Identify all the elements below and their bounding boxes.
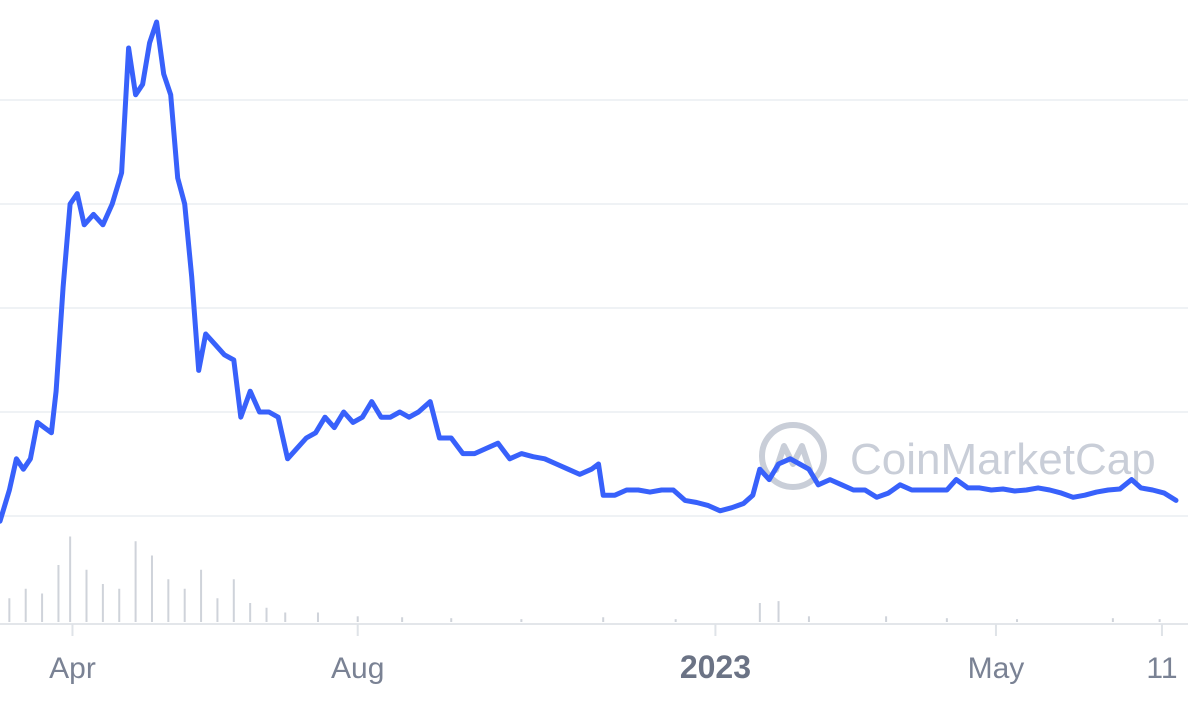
volume-bar <box>183 588 186 622</box>
volume-bar <box>200 569 203 622</box>
x-tick-label: Apr <box>49 652 96 685</box>
volume-bar <box>316 612 319 622</box>
watermark-text: CoinMarketCap <box>850 435 1156 484</box>
volume-bar <box>24 588 27 622</box>
volume-bar <box>520 619 523 622</box>
volume-bar <box>167 579 170 622</box>
volume-bar <box>945 618 948 622</box>
x-tick-label: Aug <box>331 652 384 685</box>
volume-bar <box>249 603 252 622</box>
volume-bar <box>265 607 268 622</box>
gridlines <box>0 99 1188 625</box>
volume-bar <box>1158 619 1161 622</box>
volume-bar <box>356 616 359 622</box>
volume-bar <box>118 588 121 622</box>
coinmarketcap-logo-icon <box>759 422 827 490</box>
x-tick-label: May <box>968 652 1025 685</box>
volume-bar <box>284 612 287 622</box>
volume-bar <box>150 555 153 622</box>
price-line <box>0 19 1179 524</box>
volume-bar <box>232 579 235 622</box>
volume-bar <box>69 536 72 622</box>
x-tick-label: 2023 <box>680 649 751 685</box>
volume-bar <box>101 584 104 622</box>
volume-bar <box>758 603 761 622</box>
volume-bar <box>602 617 605 622</box>
volume-bar <box>8 598 11 622</box>
volume-bar <box>807 616 810 622</box>
volume-bar <box>1016 619 1019 622</box>
volume-bar <box>450 618 453 622</box>
volume-bar <box>1111 618 1114 622</box>
volume-bar <box>777 601 780 622</box>
volume-bar <box>216 598 219 622</box>
volume-bar <box>57 565 60 622</box>
volume-bar <box>885 616 888 622</box>
watermark: CoinMarketCap <box>759 422 1156 490</box>
volume-bars <box>8 536 1161 622</box>
volume-bar <box>85 569 88 622</box>
volume-bar <box>674 619 677 622</box>
volume-bar <box>134 541 137 622</box>
x-tick-label: 11 <box>1146 652 1177 685</box>
volume-bar <box>41 593 44 622</box>
x-axis: Apr Aug 2023 May 11 <box>49 624 1178 685</box>
volume-bar <box>401 617 404 622</box>
